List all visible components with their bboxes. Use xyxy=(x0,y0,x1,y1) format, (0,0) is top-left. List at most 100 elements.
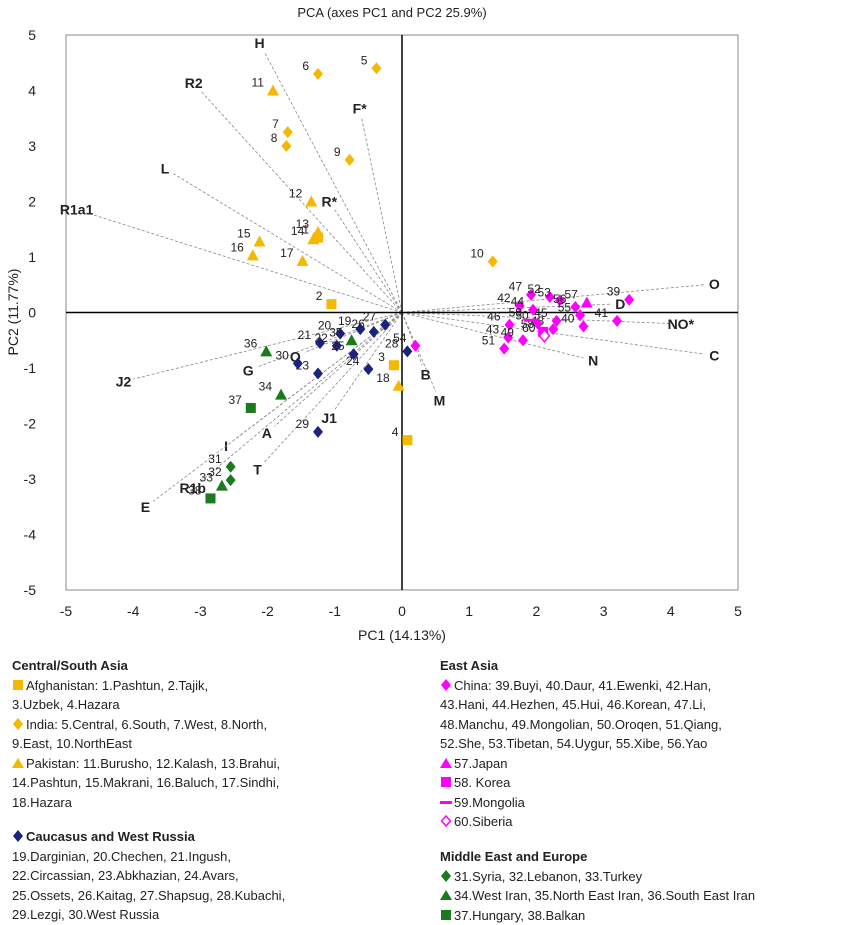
legend-text: 19.Darginian, 20.Chechen, 21.Ingush, xyxy=(12,849,231,864)
legend-line: 18.Hazara xyxy=(12,793,280,813)
y-tick-label: 5 xyxy=(28,27,36,43)
point-label: 18 xyxy=(376,371,390,385)
y-tick-label: 3 xyxy=(28,138,36,154)
legend-text: 34.West Iran, 35.North East Iran, 36.Sou… xyxy=(454,888,755,903)
point-marker-diamond xyxy=(283,126,293,138)
point-label: 14 xyxy=(291,224,305,238)
point-label: 60 xyxy=(522,321,536,335)
legend-marker-diamond xyxy=(12,718,24,730)
point-label: 7 xyxy=(272,117,279,131)
point-label: 8 xyxy=(271,131,278,145)
legend-middle-east: Middle East and Europe 31.Syria, 32.Leba… xyxy=(440,847,755,925)
point-marker-triangle xyxy=(346,334,358,345)
point-label: 21 xyxy=(298,328,312,342)
legend-line: 22.Circassian, 23.Abkhazian, 24.Avars, xyxy=(12,866,285,886)
vector-label: L xyxy=(161,161,170,177)
y-tick-label: 4 xyxy=(28,83,36,99)
point-label: 15 xyxy=(237,226,251,240)
legend-title: Middle East and Europe xyxy=(440,847,755,867)
x-tick-label: 4 xyxy=(667,603,675,619)
vector-label: A xyxy=(262,425,272,441)
legend-marker-triangle xyxy=(440,757,452,769)
legend-text: 29.Lezgi, 30.West Russia xyxy=(12,907,159,922)
legend-line: 31.Syria, 32.Lebanon, 33.Turkey xyxy=(440,867,755,887)
vector-label: F* xyxy=(353,100,368,116)
legend-line: 25.Ossets, 26.Kaitag, 27.Shapsug, 28.Kub… xyxy=(12,886,285,906)
legend-title: Central/South Asia xyxy=(12,656,280,676)
legend-central-south-asia: Central/South Asia Afghanistan: 1.Pashtu… xyxy=(12,656,280,812)
point-marker-diamond xyxy=(281,140,291,152)
x-tick-label: -2 xyxy=(261,603,274,619)
point-marker-square xyxy=(402,435,412,445)
legend-text: 18.Hazara xyxy=(12,795,72,810)
legend-marker-square xyxy=(12,679,24,691)
legend-text: Pakistan: 11.Burusho, 12.Kalash, 13.Brah… xyxy=(26,756,280,771)
point-marker-square xyxy=(326,299,336,309)
legend-line: 59.Mongolia xyxy=(440,793,722,813)
vector-line xyxy=(264,52,402,313)
legend-text: 48.Manchu, 49.Mongolian, 50.Oroqen, 51.Q… xyxy=(440,717,722,732)
point-label: 49 xyxy=(501,325,515,339)
point-label: 27 xyxy=(363,310,377,324)
point-label: 25 xyxy=(331,339,345,353)
point-label: 6 xyxy=(302,59,309,73)
y-tick-label: -4 xyxy=(24,527,37,543)
legend-text: 25.Ossets, 26.Kaitag, 27.Shapsug, 28.Kub… xyxy=(12,888,285,903)
point-marker-diamond xyxy=(578,320,588,332)
legend-line: India: 5.Central, 6.South, 7.West, 8.Nor… xyxy=(12,715,280,735)
y-tick-label: 1 xyxy=(28,249,36,265)
point-marker-triangle xyxy=(247,249,259,260)
point-label: 35 xyxy=(329,325,343,339)
legend-text: 60.Siberia xyxy=(454,814,513,829)
point-marker-diamond xyxy=(226,461,236,473)
point-marker-square xyxy=(389,360,399,370)
legend-marker-triangle xyxy=(12,757,24,769)
point-marker-triangle xyxy=(275,389,287,400)
legend-line: 58. Korea xyxy=(440,773,722,793)
axes xyxy=(66,35,738,590)
point-marker-diamond xyxy=(226,474,236,486)
point-label: 34 xyxy=(259,380,273,394)
vector-label: NO* xyxy=(668,316,695,332)
y-tick-label: -5 xyxy=(24,582,37,598)
x-tick-label: 5 xyxy=(734,603,742,619)
legend-line: 3.Uzbek, 4.Hazara xyxy=(12,695,280,715)
legend-line: 52.She, 53.Tibetan, 54.Uygur, 55.Xibe, 5… xyxy=(440,734,722,754)
vector-label: N xyxy=(588,352,598,368)
legend-text: 57.Japan xyxy=(454,756,508,771)
legend-entries: 31.Syria, 32.Lebanon, 33.Turkey 34.West I… xyxy=(440,867,755,925)
vector-label: O xyxy=(709,276,720,292)
x-tick-label: 1 xyxy=(465,603,473,619)
x-tick-label: -4 xyxy=(127,603,140,619)
legend-line: Pakistan: 11.Burusho, 12.Kalash, 13.Brah… xyxy=(12,754,280,774)
point-marker-triangle xyxy=(581,297,593,308)
legend-text: 31.Syria, 32.Lebanon, 33.Turkey xyxy=(454,869,642,884)
legend-line: 29.Lezgi, 30.West Russia xyxy=(12,905,285,925)
legend-marker-diamond xyxy=(12,830,24,842)
chart-title: PCA (axes PC1 and PC2 25.9%) xyxy=(297,5,486,20)
vector-line xyxy=(362,118,402,312)
legend-line: 43.Hani, 44.Hezhen, 45.Hui, 46.Korean, 4… xyxy=(440,695,722,715)
x-tick-label: 2 xyxy=(533,603,541,619)
point-label: 16 xyxy=(230,240,244,254)
x-tick-label: -3 xyxy=(194,603,207,619)
point-marker-diamond xyxy=(624,294,634,306)
point-label: 37 xyxy=(228,393,242,407)
legend-line: 34.West Iran, 35.North East Iran, 36.Sou… xyxy=(440,886,755,906)
legend-line: 9.East, 10.NorthEast xyxy=(12,734,280,754)
legend-east-asia: East Asia China: 39.Buyi, 40.Daur, 41.Ew… xyxy=(440,656,722,832)
point-marker-triangle xyxy=(267,85,279,96)
point-marker-diamond xyxy=(313,426,323,438)
y-tick-label: -3 xyxy=(24,471,37,487)
point-label: 9 xyxy=(334,145,341,159)
legend-line: China: 39.Buyi, 40.Daur, 41.Ewenki, 42.H… xyxy=(440,676,722,696)
legend-entries: China: 39.Buyi, 40.Daur, 41.Ewenki, 42.H… xyxy=(440,676,722,832)
vector-label: R* xyxy=(322,193,338,209)
legend-line: 37.Hungary, 38.Balkan xyxy=(440,906,755,925)
vector-line xyxy=(153,313,402,502)
point-marker-diamond xyxy=(345,154,355,166)
point-label: 54 xyxy=(393,331,407,345)
point-marker-triangle xyxy=(260,345,272,356)
point-marker-diamond xyxy=(410,340,420,352)
